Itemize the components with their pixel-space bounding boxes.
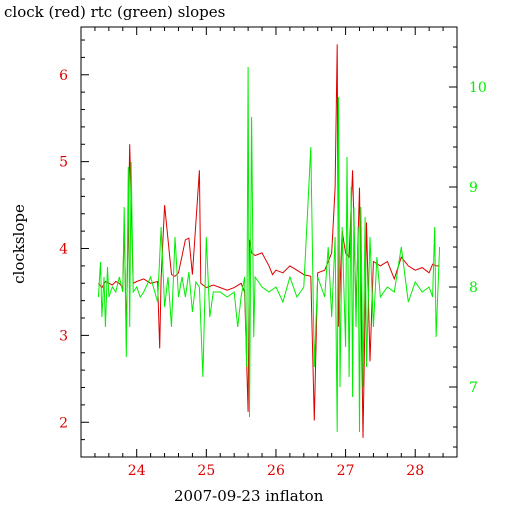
series-line-rtc xyxy=(97,66,441,433)
y-right-tick-label: 8 xyxy=(469,280,478,296)
y-left-tick-label: 6 xyxy=(59,68,68,84)
x-tick-label: 27 xyxy=(337,463,355,479)
x-tick-label: 26 xyxy=(267,463,285,479)
y-left-tick-label: 3 xyxy=(59,328,68,344)
x-tick-label: 28 xyxy=(406,463,424,479)
x-tick-label: 25 xyxy=(197,463,215,479)
data-series xyxy=(97,44,441,438)
axis-ticks: 24 25 26 27 28 2 3 4 5 6 7 8 9 10 xyxy=(59,26,487,479)
y-right-tick-label: 7 xyxy=(469,380,478,396)
y-left-tick-label: 2 xyxy=(59,415,68,431)
y-left-tick-label: 4 xyxy=(59,242,68,258)
y-left-tick-label: 5 xyxy=(59,155,68,171)
chart-title: clock (red) rtc (green) slopes xyxy=(4,3,226,21)
x-tick-label: 24 xyxy=(128,463,146,479)
series-line-clock xyxy=(98,44,440,438)
y-right-tick-label: 9 xyxy=(469,180,478,196)
x-axis-label: 2007-09-23 inflaton xyxy=(174,487,324,505)
plot-frame xyxy=(80,26,458,458)
y-right-tick-label: 10 xyxy=(469,80,487,96)
y-axis-label: clockslope xyxy=(10,204,28,284)
